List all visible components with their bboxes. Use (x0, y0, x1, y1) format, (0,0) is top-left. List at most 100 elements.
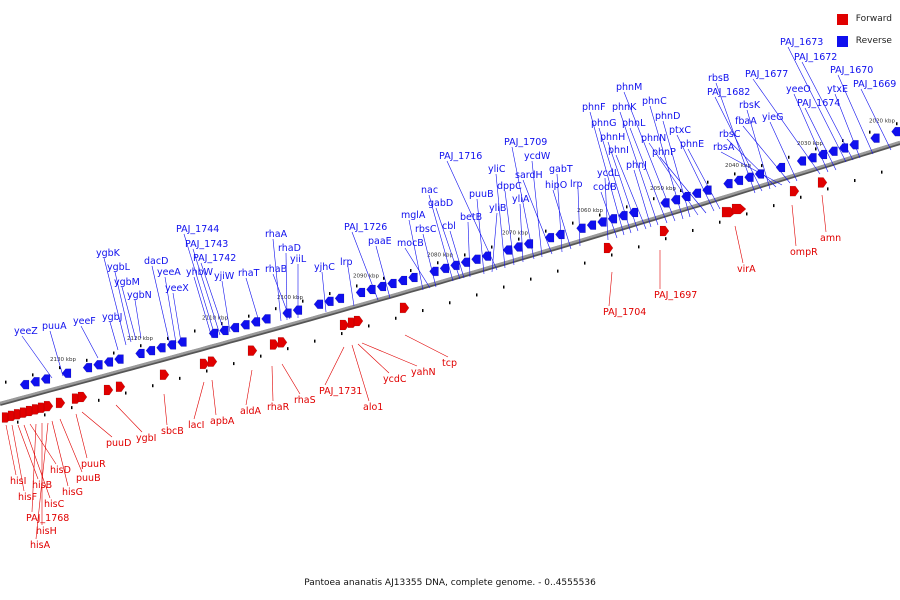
tick-mark (788, 155, 790, 159)
reverse-gene-arrow (61, 368, 72, 379)
reverse-gene-arrow (544, 232, 555, 243)
tick-mark (179, 376, 181, 380)
tick-mark (59, 366, 61, 370)
leader-line-mgla (408, 219, 424, 291)
reverse-gene-arrow (166, 340, 177, 350)
tick-mark (491, 245, 493, 249)
leader-line-alo1 (351, 344, 370, 402)
gene-label-rbsk: rbsK (739, 100, 761, 111)
gene-label-yeex: yeeX (165, 283, 189, 294)
leader-line-paj-1744 (183, 233, 216, 337)
leader-line-yhbw (193, 276, 213, 339)
reverse-gene-arrow (313, 299, 324, 309)
reverse-gene-labels: yeeZ puuA yeeF ygbJ ygbK ygbL ygbM ygbN dacDyeeA… (14, 37, 896, 337)
leader-line-rhas (281, 363, 301, 395)
leader-line-lrp (577, 188, 581, 247)
gene-label-lrp: lrp (340, 257, 353, 268)
forward-gene-arrow (103, 384, 114, 396)
leader-line-ycdc (357, 343, 390, 374)
kbp-tick-label: 2070 kbp (502, 230, 528, 236)
kbp-tick-label: 2040 kbp (725, 163, 751, 169)
tick-marks: 2020 kbp 2030 kbp 2040 kbp 2050 kbp 2060 kbp… (5, 119, 898, 424)
gene-label-ycdl: ycdL (597, 168, 620, 179)
reverse-gene-arrow (502, 245, 513, 255)
reverse-gene-arrow (450, 260, 460, 271)
gene-label-phnk: phnK (612, 102, 637, 113)
gene-label-rhab: rhaB (265, 264, 287, 275)
leader-line-rbsa (720, 151, 783, 186)
gene-label-mgla: mglA (401, 210, 426, 221)
leader-line-puud (81, 411, 113, 438)
tick-mark (464, 253, 466, 257)
reverse-gene-arrow (93, 360, 103, 370)
gene-label-paj-1669: PAJ_1669 (853, 79, 896, 90)
gene-label-phnh: phnH (600, 132, 625, 143)
reverse-gene-arrow (796, 156, 807, 166)
reverse-gene-arrow (702, 185, 712, 195)
leader-line-phni (615, 154, 647, 230)
leader-line-yeex (172, 292, 182, 343)
leader-line-yeea (164, 276, 177, 344)
gene-label-rhat: rhaT (238, 268, 260, 279)
leader-line-paae (375, 245, 391, 299)
leader-line-paj-1682 (714, 96, 763, 192)
forward-leader-lines (5, 194, 827, 540)
forward-gene-arrow (43, 400, 54, 412)
gene-label-rhaa: rhaA (265, 229, 288, 240)
gene-label-phnm: phnM (616, 82, 642, 93)
reverse-gene-arrow (733, 175, 744, 186)
leader-line-hisi (5, 424, 17, 476)
gene-label-paj-1709: PAJ_1709 (504, 137, 547, 148)
leader-line-rbsk (746, 109, 771, 190)
leader-line-ompr (791, 204, 797, 247)
legend-forward: Forward (836, 8, 892, 30)
tick-mark (152, 384, 154, 388)
gene-label-yahn: yahN (411, 367, 436, 378)
tick-mark (896, 122, 898, 126)
reverse-gene-arrow (145, 345, 156, 356)
tick-mark (719, 220, 721, 224)
forward-swatch (836, 13, 848, 25)
reverse-swatch (836, 35, 848, 47)
tick-mark (827, 187, 829, 191)
leader-line-lrp (347, 266, 355, 307)
tick-mark (167, 336, 169, 340)
reverse-gene-arrow (19, 379, 30, 390)
reverse-gene-arrow (670, 195, 681, 205)
gene-label-vira: virA (737, 264, 756, 275)
gene-label-ylia: yliA (512, 194, 530, 205)
leader-line-ylic (495, 173, 506, 269)
leader-line-puub (476, 198, 485, 275)
leader-line-puub (59, 418, 83, 473)
tick-mark (341, 332, 343, 336)
kbp-tick-label: 2090 kbp (353, 274, 379, 280)
forward-gene-arrow (731, 203, 747, 215)
reverse-gene-arrow (240, 320, 250, 330)
tick-mark (800, 195, 802, 199)
reverse-gene-arrow (618, 210, 628, 221)
reverse-gene-arrow (838, 143, 849, 153)
reverse-gene-arrow (607, 214, 618, 224)
forward-gene-arrow (199, 358, 210, 370)
reverse-gene-arrow (219, 325, 229, 336)
strand-legend: Forward Reverse (836, 8, 892, 52)
gene-label-puub: puuB (76, 473, 101, 484)
reverse-gene-arrow (366, 284, 376, 295)
gene-label-phnf: phnF (582, 102, 606, 113)
reverse-gene-arrow (408, 272, 418, 283)
gene-label-yieg: yieG (762, 112, 783, 123)
leader-line-fbaa (742, 125, 791, 184)
reverse-gene-arrow (681, 191, 691, 202)
forward-gene-arrow (115, 381, 126, 392)
gene-label-yhbw: yhbW (186, 267, 214, 278)
reverse-gene-arrow (555, 229, 565, 240)
gene-label-ygbi: ygbI (136, 433, 156, 444)
gene-label-paj-1672: PAJ_1672 (794, 52, 837, 63)
gene-label-rbsc: rbsC (719, 129, 741, 140)
leader-line-paj-1669 (860, 88, 892, 151)
tick-mark (869, 130, 871, 134)
leader-line-ygbl (114, 271, 132, 343)
reverse-gene-arrow (849, 139, 859, 150)
tick-mark (410, 269, 412, 273)
gene-label-dacd: dacD (144, 256, 168, 267)
